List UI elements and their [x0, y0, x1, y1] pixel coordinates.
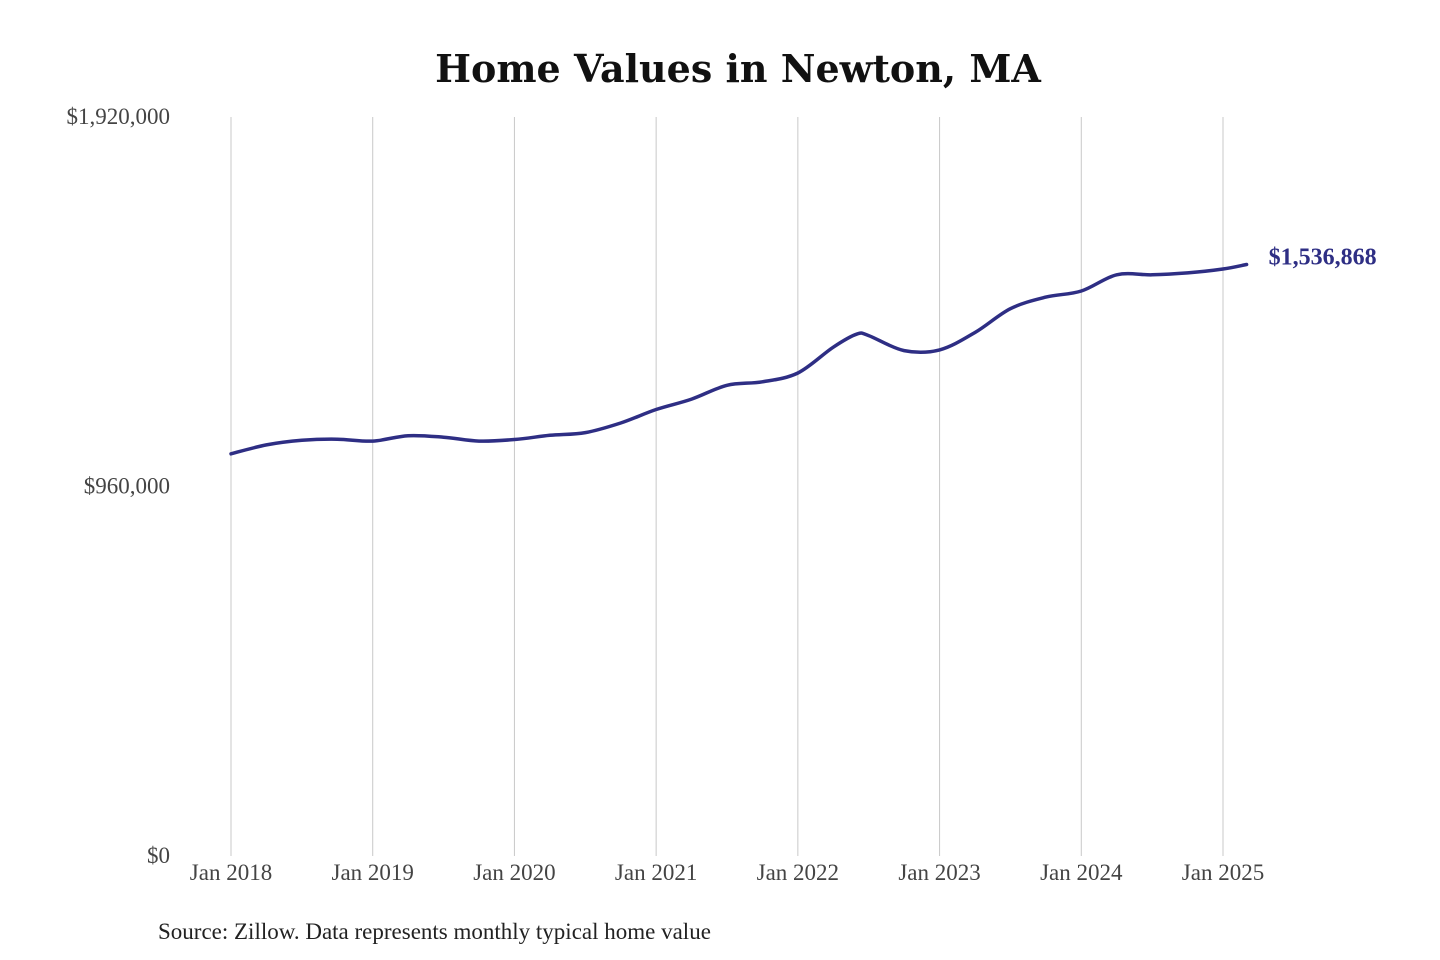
- x-tick-label: Jan 2019: [332, 860, 414, 885]
- x-tick-label: Jan 2021: [615, 860, 697, 885]
- x-tick-label: Jan 2024: [1040, 860, 1123, 885]
- x-tick-label: Jan 2020: [473, 860, 555, 885]
- chart-title: Home Values in Newton, MA: [435, 46, 1041, 91]
- x-axis-ticks: Jan 2018 Jan 2019 Jan 2020 Jan 2021 Jan 2022…: [190, 860, 1264, 885]
- x-tick-label: Jan 2018: [190, 860, 272, 885]
- last-value-label: $1,536,868: [1269, 244, 1377, 270]
- gridlines: [230, 117, 1224, 856]
- y-tick-label: $1,920,000: [67, 104, 171, 129]
- y-axis-ticks: $0 $960,000 $1,920,000: [67, 104, 171, 868]
- y-tick-label: $0: [147, 843, 170, 868]
- x-tick-label: Jan 2023: [898, 860, 980, 885]
- series-line-home-value: [229, 262, 1249, 456]
- y-tick-label: $960,000: [84, 474, 170, 499]
- x-tick-label: Jan 2022: [757, 860, 839, 885]
- source-note: Source: Zillow. Data represents monthly …: [158, 919, 711, 944]
- x-tick-label: Jan 2025: [1182, 860, 1264, 885]
